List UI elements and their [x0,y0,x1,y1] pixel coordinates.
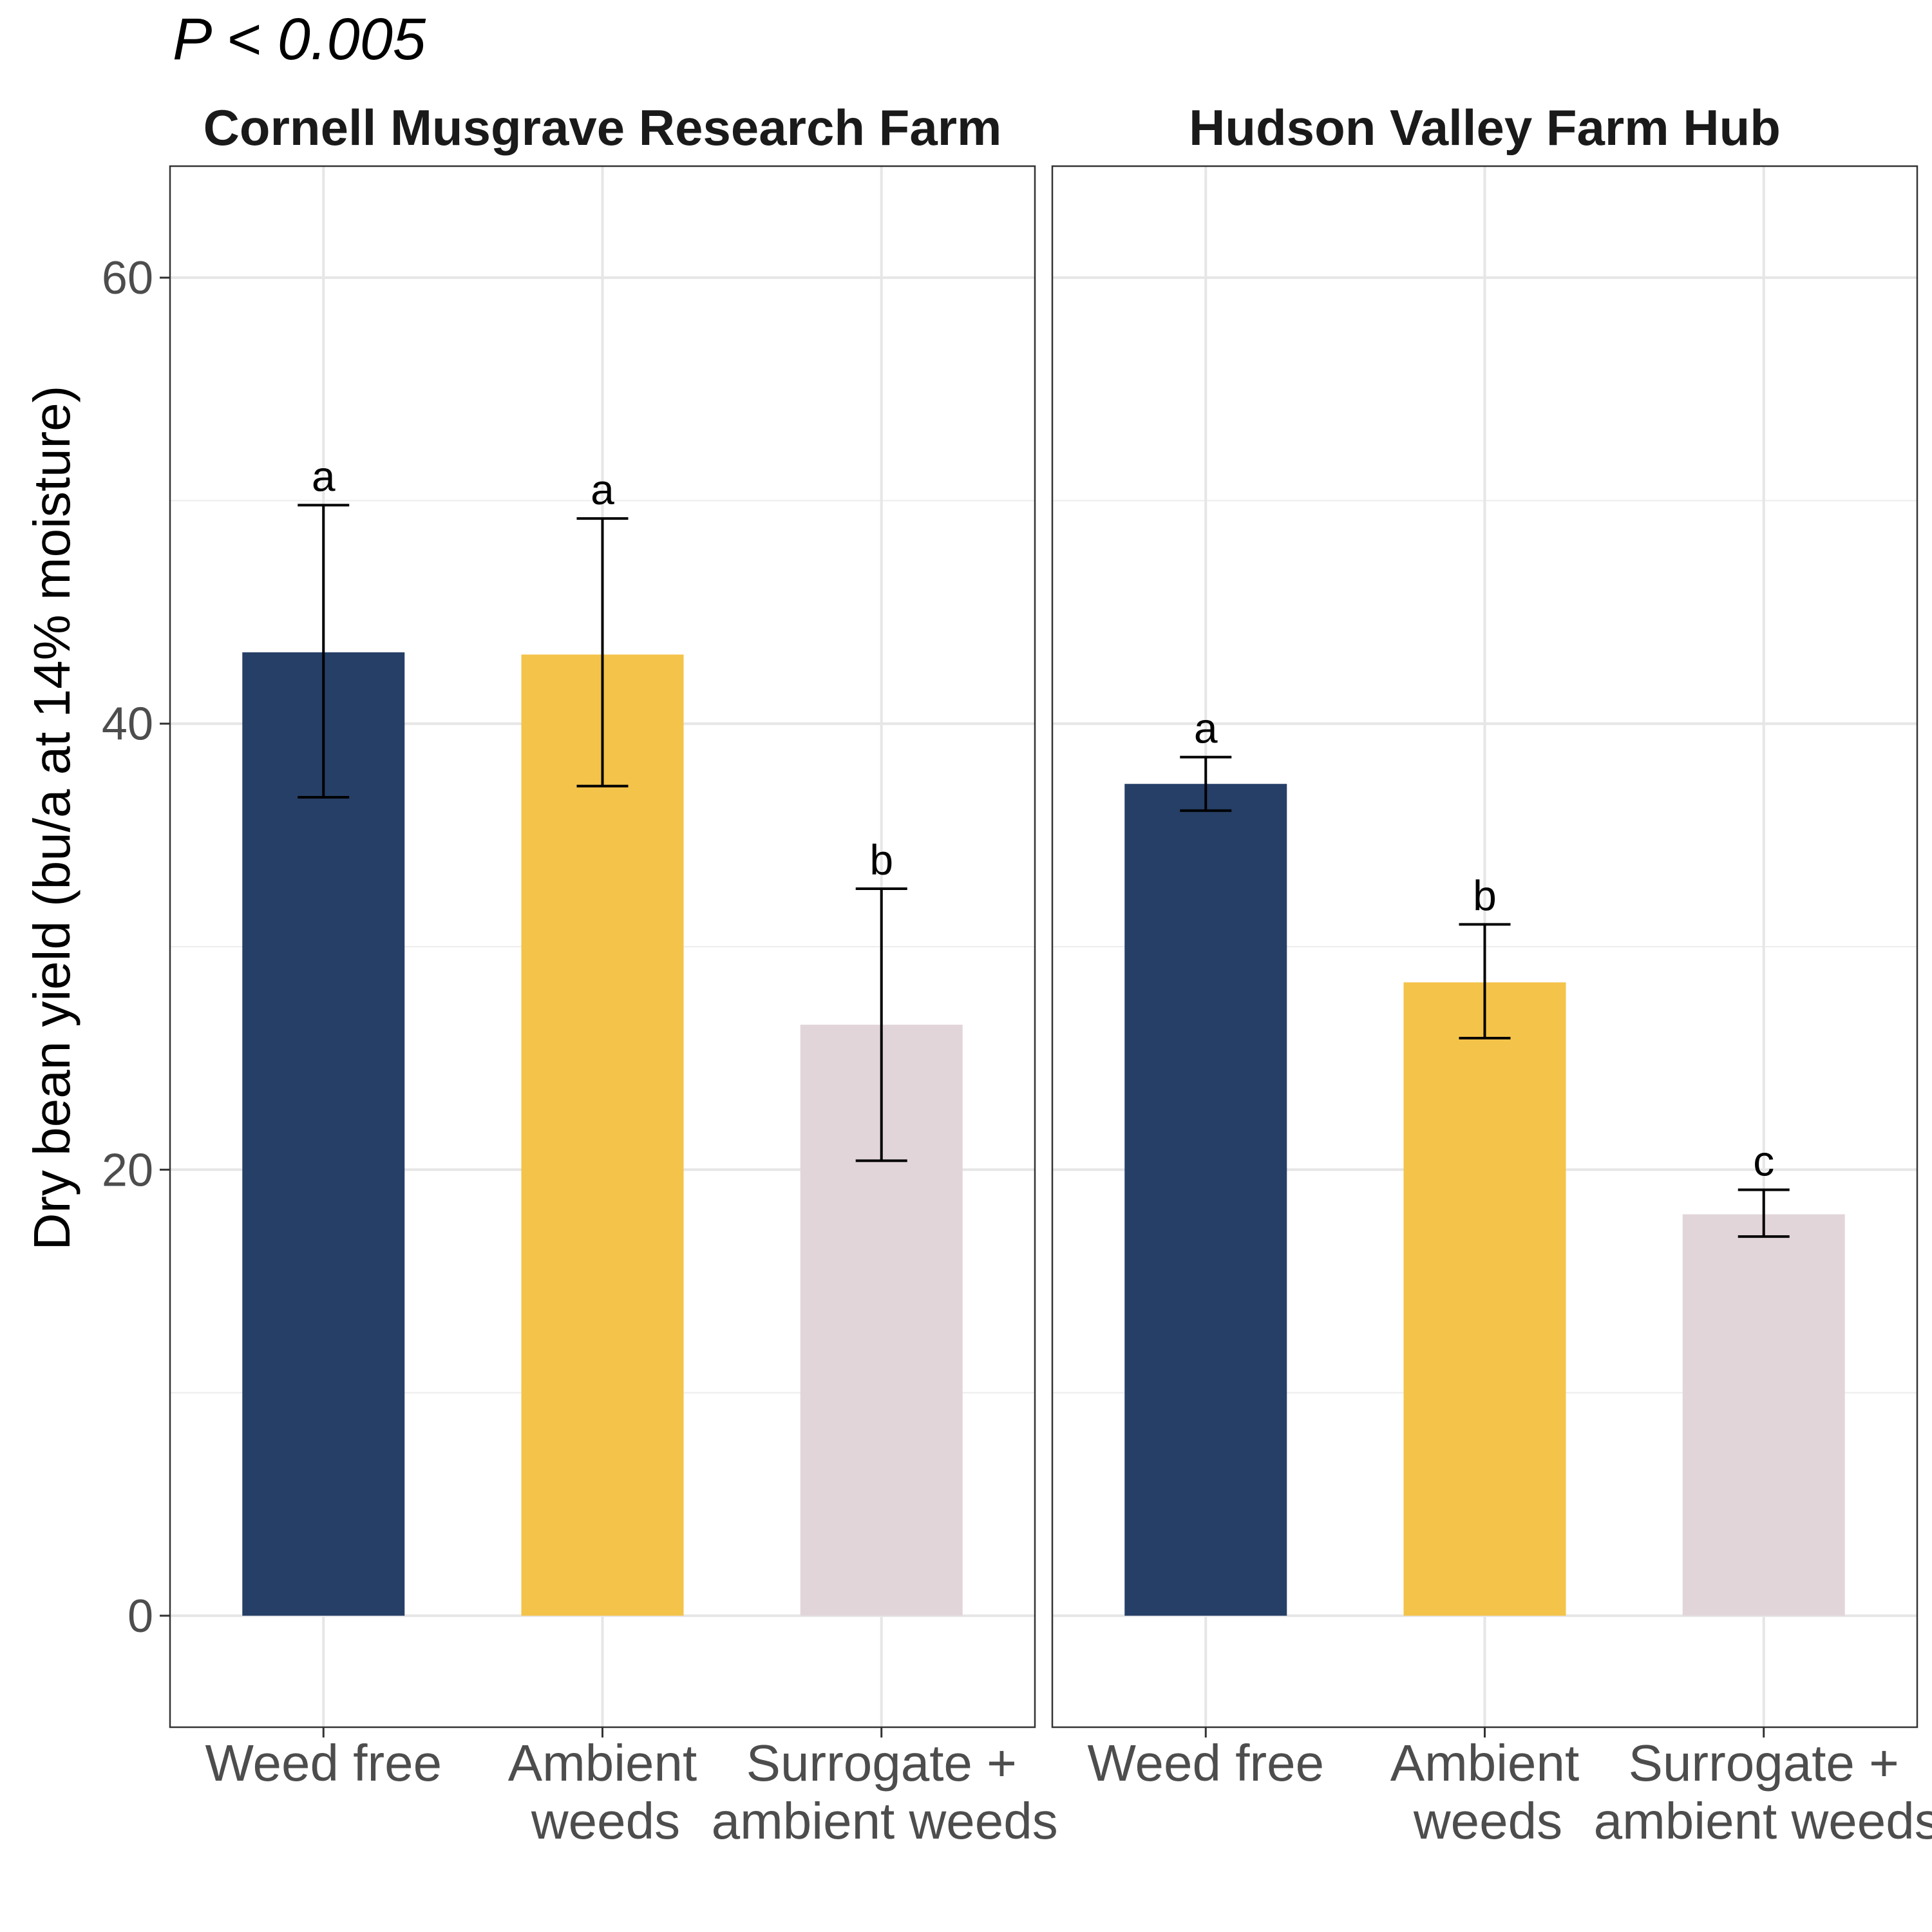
x-tick-label-line: Weed free [1087,1734,1324,1792]
x-tick-label: Surrogate + ambient weeds [712,1734,1058,1850]
facet-panel: a a b Cornell Musgrave Research Farm Weed fr… [169,99,1058,1850]
x-tick-label-line: Surrogate + [1629,1734,1899,1792]
significance-letter: b [869,836,893,884]
y-tick-label: 40 [102,699,153,750]
x-tick-label-line: Surrogate + [746,1734,1017,1792]
facet-panel: a b c Hudson Valley Farm Hub Weed free Ambien… [1051,99,1932,1850]
facet-title: Cornell Musgrave Research Farm [204,99,1002,156]
x-tick-label: Surrogate + ambient weeds [1594,1734,1932,1850]
x-tick-label: Weed free [1087,1734,1324,1792]
bar [242,652,405,1616]
significance-letter: a [312,452,336,500]
significance-letter: a [591,466,614,513]
x-tick-label: Ambient weeds [1390,1734,1579,1850]
y-tick-label: 0 [128,1591,153,1642]
x-tick-label-line: weeds [1413,1792,1562,1850]
x-tick-label-line: Weed free [205,1734,442,1792]
y-axis-label: Dry bean yield (bu/a at 14% moisture) [23,386,80,1251]
significance-letter: a [1194,705,1218,752]
bar [1682,1214,1845,1616]
x-tick-label-line: Ambient [1390,1734,1579,1792]
bar [1403,982,1566,1616]
facet-title: Hudson Valley Farm Hub [1189,99,1781,156]
x-tick-label-line: ambient weeds [1594,1792,1932,1850]
significance-letter: c [1753,1137,1774,1184]
x-tick-label-line: Ambient [508,1734,697,1792]
bar [521,654,684,1616]
x-tick-label-line: ambient weeds [712,1792,1058,1850]
x-tick-label: Weed free [205,1734,442,1792]
bar [1124,784,1287,1616]
y-tick-label: 20 [102,1144,153,1196]
y-tick-label: 60 [102,252,153,304]
significance-letter: b [1473,871,1497,919]
p-value-label: P < 0.005 [173,6,426,72]
x-tick-label: Ambient weeds [508,1734,697,1850]
x-tick-label-line: weeds [531,1792,680,1850]
